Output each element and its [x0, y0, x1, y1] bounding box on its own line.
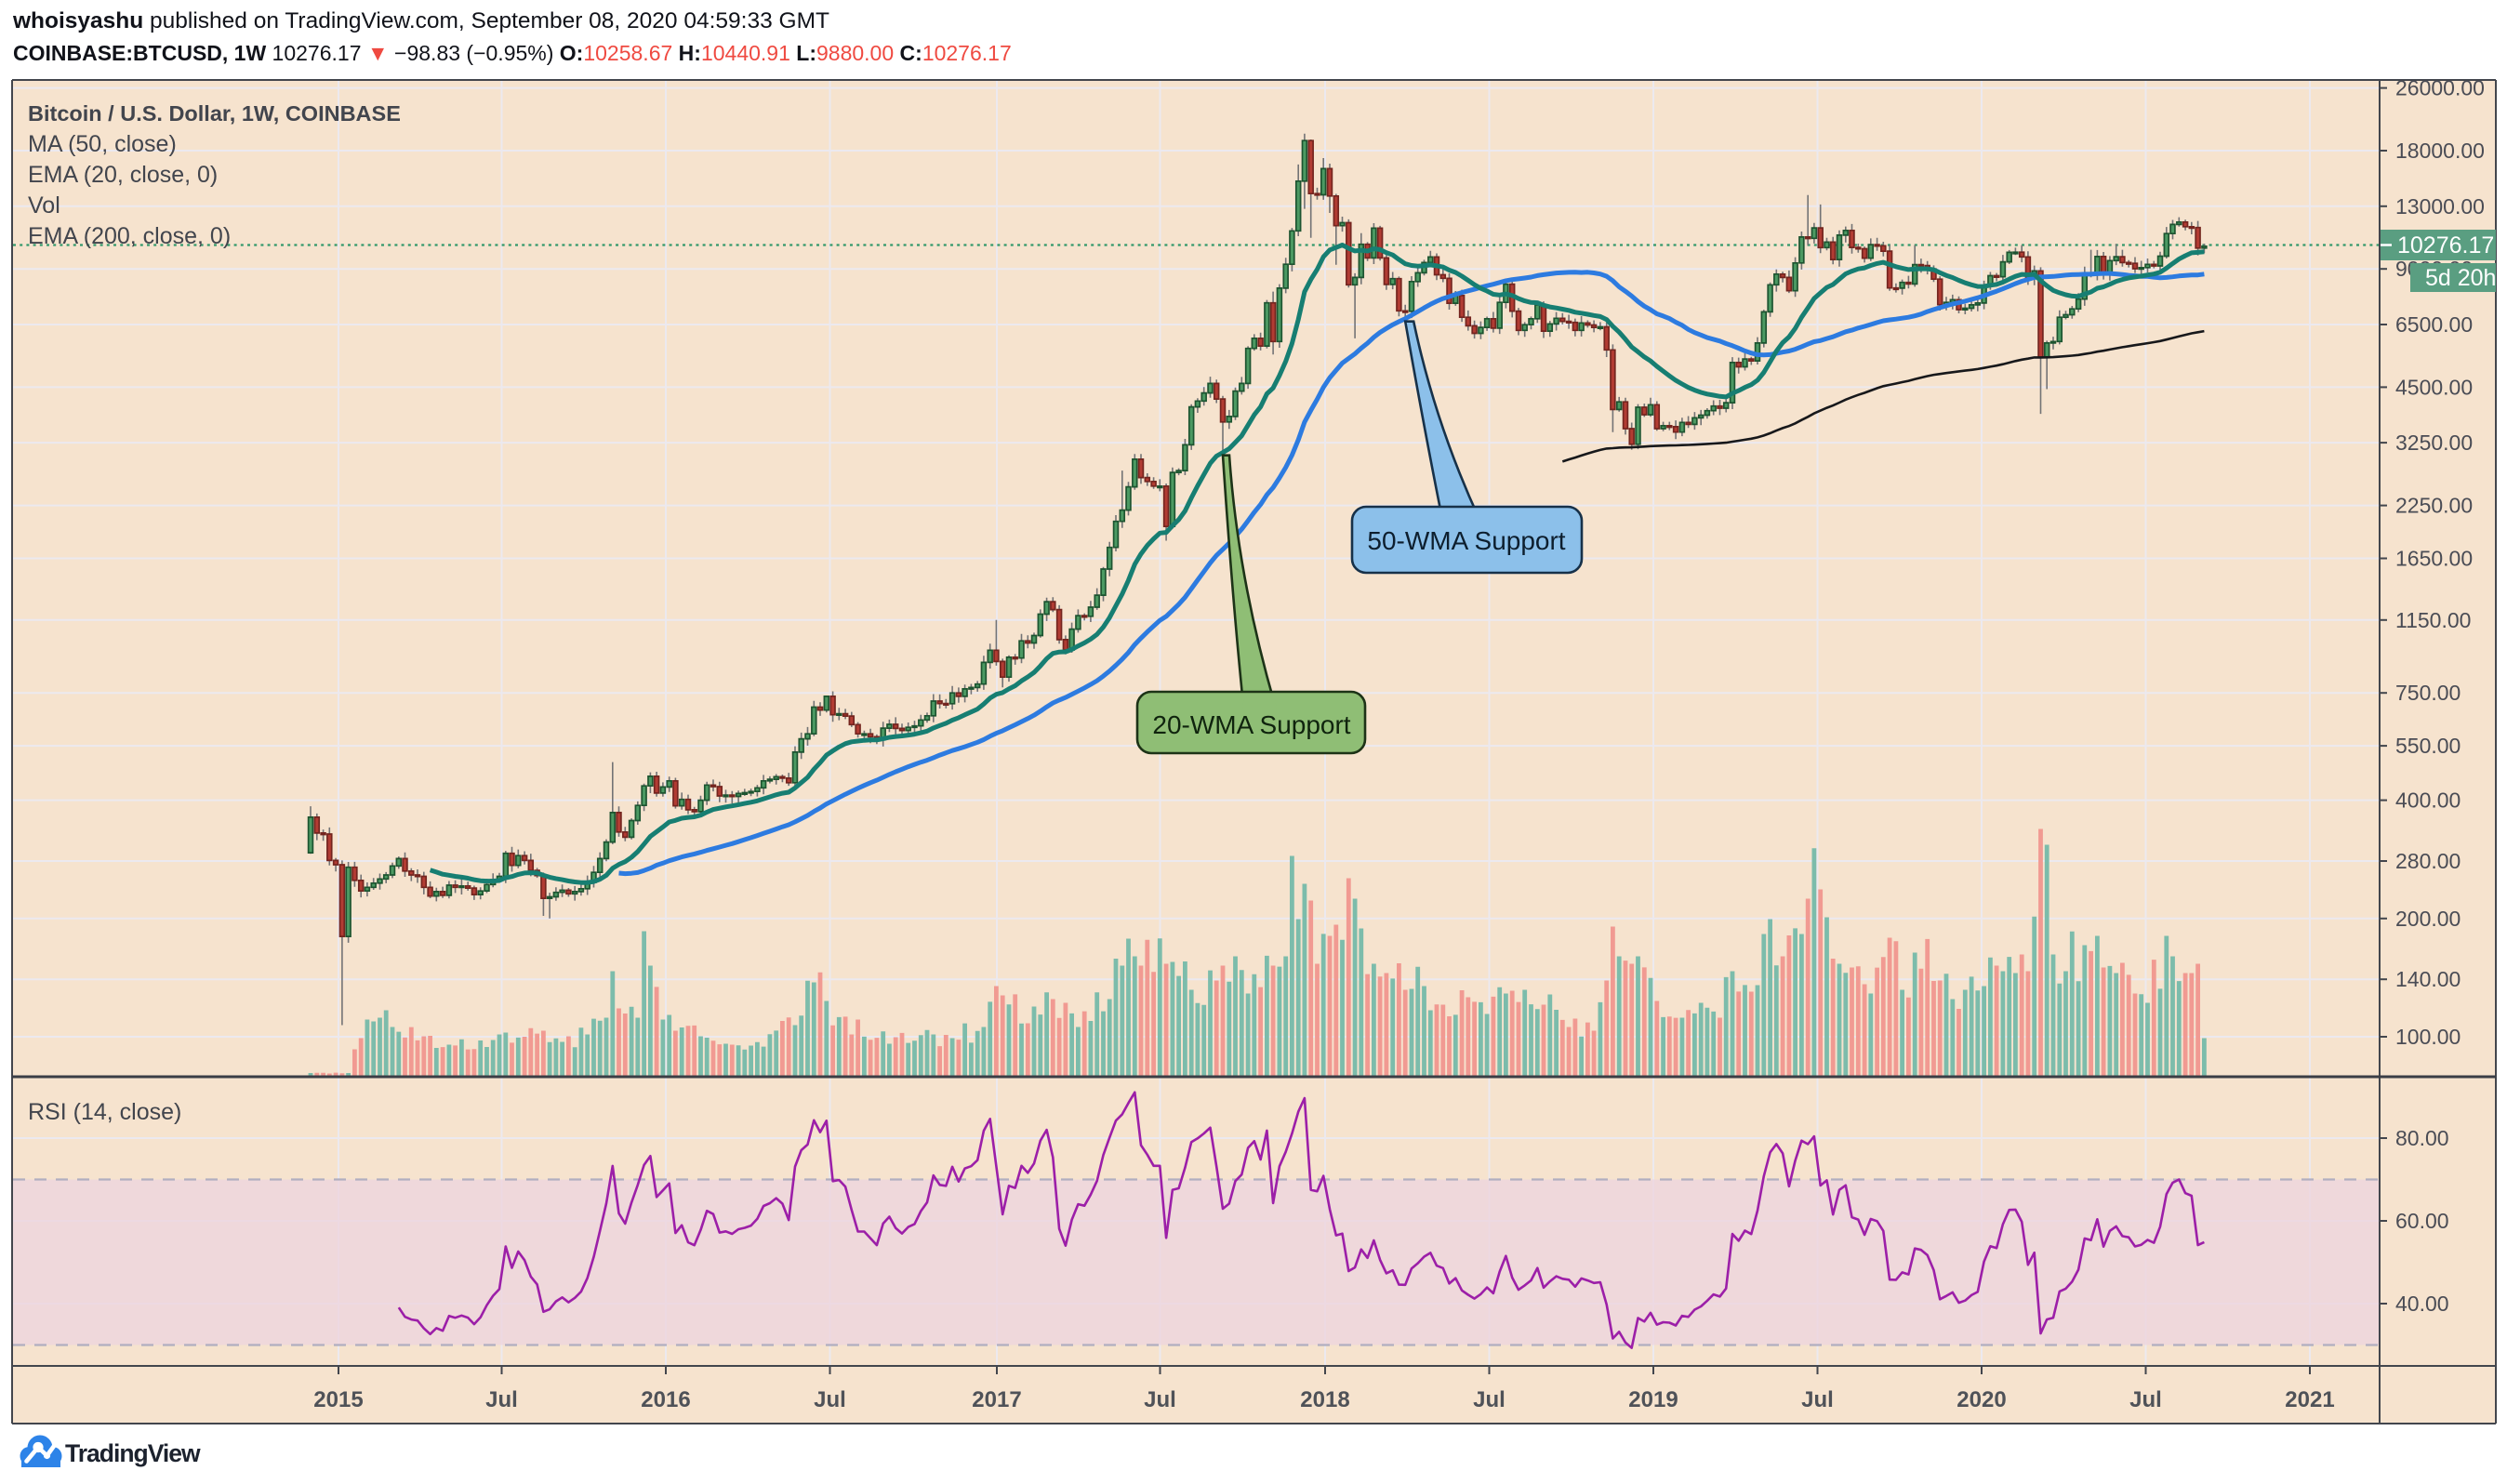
svg-text:750.00: 750.00: [2395, 681, 2461, 705]
svg-text:Jul: Jul: [1801, 1387, 1834, 1412]
svg-text:Jul: Jul: [2129, 1387, 2162, 1412]
svg-text:EMA (200, close, 0): EMA (200, close, 0): [28, 223, 231, 249]
svg-text:100.00: 100.00: [2395, 1025, 2461, 1049]
svg-text:60.00: 60.00: [2395, 1209, 2449, 1233]
svg-text:TradingView: TradingView: [65, 1439, 201, 1467]
svg-text:RSI (14, close): RSI (14, close): [28, 1099, 181, 1125]
svg-text:5d 20h: 5d 20h: [2425, 265, 2496, 291]
svg-text:2018: 2018: [1300, 1387, 1349, 1412]
svg-text:1650.00: 1650.00: [2395, 547, 2473, 571]
svg-text:EMA (20, close, 0): EMA (20, close, 0): [28, 162, 218, 188]
svg-text:2250.00: 2250.00: [2395, 494, 2473, 518]
svg-text:Vol: Vol: [28, 192, 60, 219]
svg-text:50-WMA Support: 50-WMA Support: [1367, 526, 1565, 555]
svg-text:140.00: 140.00: [2395, 967, 2461, 991]
svg-text:13000.00: 13000.00: [2395, 194, 2485, 219]
svg-text:2020: 2020: [1957, 1387, 2006, 1412]
svg-text:Jul: Jul: [485, 1387, 518, 1412]
svg-text:2015: 2015: [313, 1387, 363, 1412]
svg-text:Bitcoin / U.S. Dollar, 1W, COI: Bitcoin / U.S. Dollar, 1W, COINBASE: [28, 101, 401, 126]
svg-text:80.00: 80.00: [2395, 1126, 2449, 1150]
svg-text:18000.00: 18000.00: [2395, 139, 2485, 163]
svg-text:550.00: 550.00: [2395, 734, 2461, 758]
svg-text:3250.00: 3250.00: [2395, 431, 2473, 455]
svg-text:10276.17: 10276.17: [2397, 232, 2494, 258]
svg-text:Jul: Jul: [1473, 1387, 1506, 1412]
svg-text:40.00: 40.00: [2395, 1292, 2449, 1316]
svg-text:400.00: 400.00: [2395, 788, 2461, 813]
svg-text:4500.00: 4500.00: [2395, 375, 2473, 399]
svg-text:280.00: 280.00: [2395, 849, 2461, 873]
svg-text:6500.00: 6500.00: [2395, 312, 2473, 337]
svg-text:2017: 2017: [972, 1387, 1021, 1412]
svg-text:whoisyashu published on Tradin: whoisyashu published on TradingView.com,…: [12, 8, 829, 33]
svg-text:1150.00: 1150.00: [2395, 608, 2471, 632]
svg-text:26000.00: 26000.00: [2395, 76, 2485, 100]
svg-text:MA (50, close): MA (50, close): [28, 131, 177, 157]
svg-text:2021: 2021: [2285, 1387, 2334, 1412]
svg-text:Jul: Jul: [814, 1387, 846, 1412]
svg-text:COINBASE:BTCUSD, 1W 10276.17: COINBASE:BTCUSD, 1W 10276.17 ▼ −98.83 (−…: [13, 41, 1012, 65]
svg-text:200.00: 200.00: [2395, 907, 2461, 931]
svg-text:2016: 2016: [641, 1387, 690, 1412]
svg-text:2019: 2019: [1628, 1387, 1678, 1412]
svg-text:Jul: Jul: [1144, 1387, 1176, 1412]
svg-text:20-WMA Support: 20-WMA Support: [1152, 710, 1350, 739]
